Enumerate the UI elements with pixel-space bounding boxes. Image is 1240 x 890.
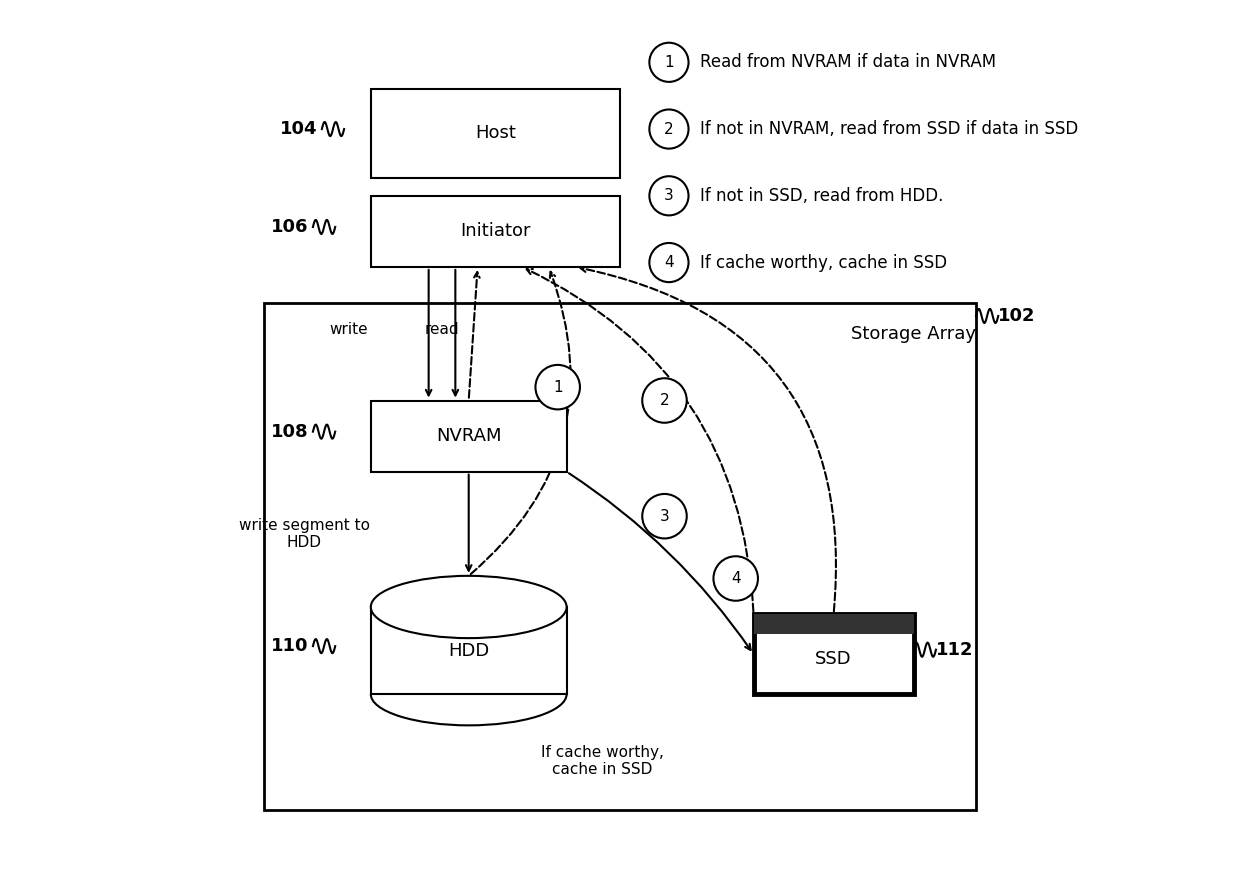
Text: 108: 108 [270,423,309,441]
FancyBboxPatch shape [754,614,914,634]
Text: 2: 2 [665,122,673,136]
Text: Storage Array: Storage Array [851,325,976,343]
Text: Read from NVRAM if data in NVRAM: Read from NVRAM if data in NVRAM [701,53,996,71]
Text: write: write [330,322,368,336]
FancyBboxPatch shape [264,303,976,810]
Text: 106: 106 [272,218,309,236]
Text: 1: 1 [553,380,563,394]
Circle shape [536,365,580,409]
Circle shape [650,176,688,215]
FancyBboxPatch shape [371,607,567,694]
Text: SSD: SSD [815,650,852,668]
Circle shape [713,556,758,601]
Text: If not in SSD, read from HDD.: If not in SSD, read from HDD. [701,187,944,205]
Text: 110: 110 [272,637,309,655]
Ellipse shape [371,576,567,638]
FancyBboxPatch shape [371,89,620,178]
FancyBboxPatch shape [371,196,620,267]
Text: HDD: HDD [448,642,490,659]
Text: NVRAM: NVRAM [436,427,501,445]
Text: If not in NVRAM, read from SSD if data in SSD: If not in NVRAM, read from SSD if data i… [701,120,1079,138]
Text: write segment to
HDD: write segment to HDD [238,518,370,550]
Text: 3: 3 [660,509,670,523]
FancyBboxPatch shape [371,400,567,472]
Text: 1: 1 [665,55,673,69]
Text: 104: 104 [280,120,317,138]
Circle shape [642,378,687,423]
Text: Initiator: Initiator [460,222,531,240]
Text: Host: Host [475,125,516,142]
Circle shape [650,243,688,282]
Text: 4: 4 [730,571,740,586]
FancyBboxPatch shape [754,614,914,694]
Text: 102: 102 [998,307,1035,325]
Text: If cache worthy, cache in SSD: If cache worthy, cache in SSD [701,254,947,271]
Text: read: read [424,322,459,336]
Text: If cache worthy,
cache in SSD: If cache worthy, cache in SSD [541,745,663,777]
Circle shape [650,43,688,82]
Circle shape [642,494,687,538]
Text: 2: 2 [660,393,670,408]
Text: 3: 3 [665,189,673,203]
Text: 4: 4 [665,255,673,270]
Text: 112: 112 [936,641,973,659]
Circle shape [650,109,688,149]
